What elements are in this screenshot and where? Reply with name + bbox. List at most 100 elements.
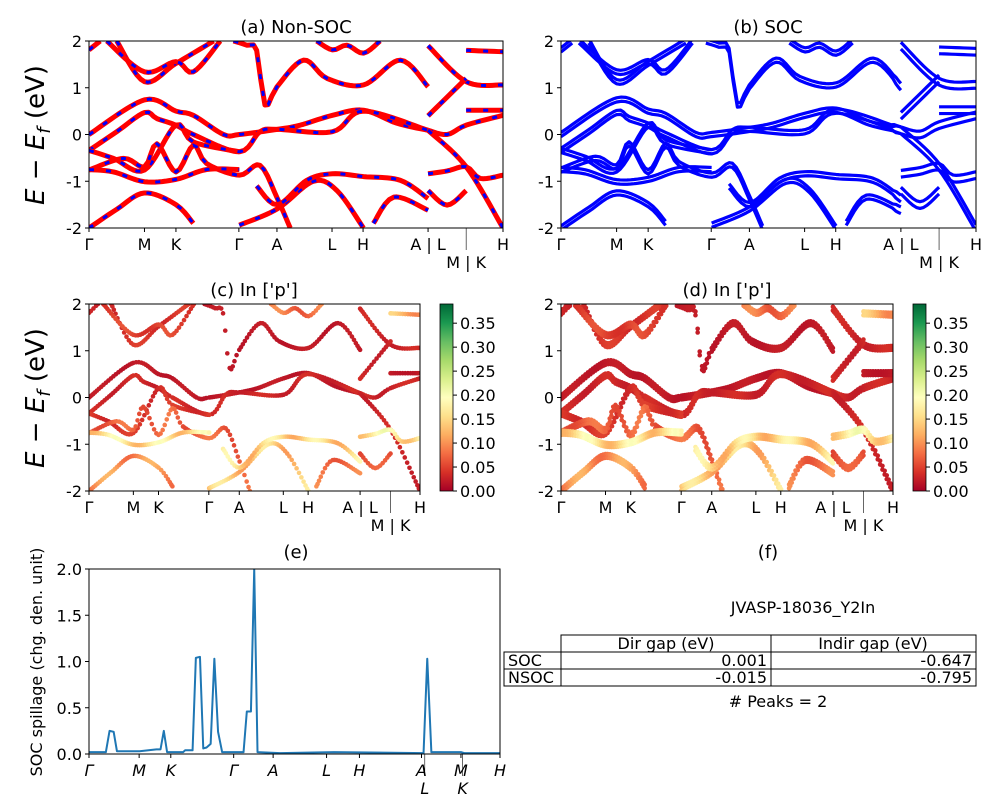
projection-point	[697, 452, 703, 457]
projection-point	[299, 475, 304, 480]
y-tick-label: 2	[544, 32, 554, 51]
band-line	[900, 161, 976, 177]
projection-point	[173, 410, 179, 415]
projection-point	[218, 306, 224, 311]
x-tick-label: H	[302, 498, 314, 517]
projection-point	[225, 454, 231, 459]
x-tick-label: A	[706, 498, 717, 517]
colorbar-tick-label: 0.25	[933, 362, 969, 381]
projection-point	[409, 470, 414, 475]
projection-point	[234, 352, 239, 358]
projection-point	[150, 394, 156, 399]
x-tick-label: K	[171, 235, 182, 254]
band-line	[711, 180, 837, 228]
x-tick-label: Γ	[707, 235, 716, 254]
band-line	[561, 165, 712, 182]
projection-point	[397, 444, 403, 450]
x-tick-label: K	[153, 498, 164, 517]
y-tick-label: 0	[72, 389, 82, 408]
band-line-dash	[466, 48, 503, 54]
projection-point	[633, 387, 639, 392]
projection-point	[618, 401, 624, 406]
band-line	[899, 192, 941, 211]
colorbar-tick-label: 0.15	[460, 410, 496, 429]
projection-point	[603, 425, 608, 431]
projection-point	[890, 314, 893, 319]
projection-point	[646, 326, 652, 332]
projection-point	[146, 403, 152, 408]
x-tick-label: M	[138, 235, 152, 254]
projection-point	[695, 326, 700, 332]
projection-point	[882, 468, 887, 474]
band-line	[899, 41, 976, 84]
projection-point	[186, 309, 192, 315]
projection-point	[697, 426, 703, 432]
projection-point	[706, 350, 712, 356]
y-tick-label: 1	[544, 342, 554, 361]
panel-c-ylabel: E − Ef (eV)	[21, 328, 55, 468]
x-tick-label: M	[126, 498, 140, 517]
projection-point	[147, 415, 152, 421]
colorbar-tick-label: 0.30	[460, 338, 496, 357]
y-tick-label: 1	[72, 342, 82, 361]
projection-point	[242, 338, 248, 344]
y-tick-label: 1.0	[57, 653, 82, 672]
projection-point	[158, 431, 163, 436]
projection-point	[400, 450, 405, 455]
projection-point	[404, 460, 410, 465]
colorbar-tick-label: 0.30	[933, 338, 969, 357]
projection-point	[693, 312, 698, 318]
projection-point	[890, 310, 893, 316]
projection-point	[679, 410, 684, 416]
x-tick-label: H	[497, 235, 509, 254]
projection-point	[842, 360, 847, 366]
ylabel-part: (eV)	[21, 65, 51, 127]
panel-e-title: (e)	[283, 542, 308, 563]
band-line	[789, 41, 853, 53]
projection-point	[679, 414, 684, 419]
projection-point	[609, 409, 614, 415]
ylabel-part: E	[21, 188, 51, 205]
y-tick-label: -1	[66, 172, 82, 191]
x-tick-label: K	[166, 761, 178, 780]
projection-point	[707, 452, 713, 458]
projection-point	[417, 488, 420, 491]
projection-point	[642, 482, 647, 487]
projection-point	[161, 389, 167, 394]
panel-f-title: (f)	[758, 542, 778, 563]
soc-dir-gap: 0.001	[721, 651, 767, 670]
projection-point	[231, 443, 237, 448]
band-line	[89, 166, 240, 185]
projection-point	[890, 343, 893, 349]
projection-point	[237, 459, 242, 464]
projection-point	[407, 465, 412, 471]
gap-table: JVASP-18036_Y2In Dir gap (eV) Indir gap …	[503, 598, 977, 711]
projection-point	[715, 336, 720, 342]
plot-area	[89, 304, 420, 491]
projection-point	[151, 427, 157, 432]
x-tick-label: A | L	[883, 235, 919, 254]
x-tick-label: M | K	[844, 516, 884, 535]
x-tick-label: H	[414, 498, 426, 517]
projection-point	[227, 432, 233, 438]
projection-point	[179, 321, 184, 327]
projection-point	[621, 419, 627, 425]
row-label-nsoc: NSOC	[508, 668, 554, 687]
projection-point	[662, 304, 668, 307]
projection-point	[233, 389, 239, 395]
colorbar-tick-label: 0.00	[933, 482, 969, 501]
x-tick-label: L	[800, 235, 809, 254]
band-line	[899, 73, 941, 114]
band-line	[899, 47, 976, 91]
x-tick-label: L	[751, 498, 760, 517]
plot-area	[561, 41, 976, 228]
projection-point	[369, 362, 374, 368]
projection-point	[872, 448, 878, 453]
band-line	[232, 41, 430, 108]
projection-point	[830, 349, 836, 354]
y-tick-label: 2	[72, 295, 82, 314]
projection-point	[296, 470, 302, 476]
projection-point	[176, 325, 182, 330]
projection-point	[702, 362, 708, 367]
projection-point	[411, 474, 417, 480]
